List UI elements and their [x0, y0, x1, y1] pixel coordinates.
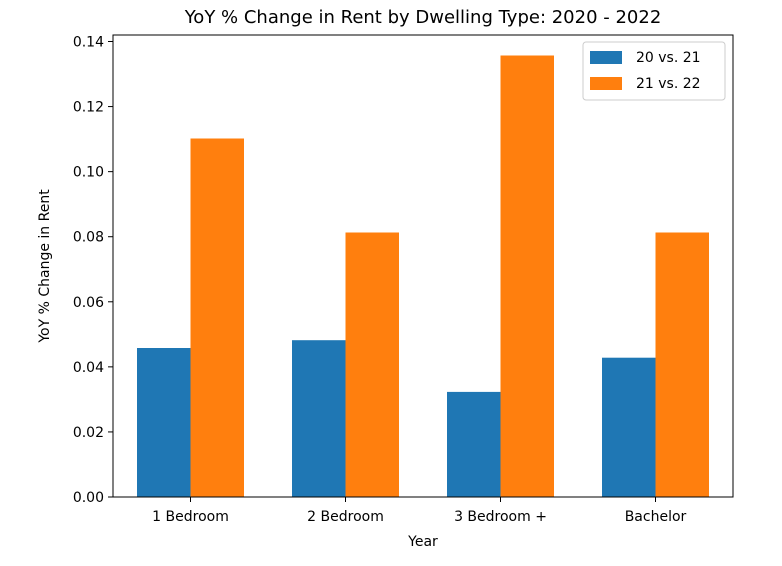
x-axis-label: Year [407, 534, 438, 550]
y-tick-label: 0.14 [73, 35, 104, 51]
y-tick-label: 0.04 [73, 360, 104, 376]
legend-label-series-2: 21 vs. 22 [636, 76, 701, 92]
y-axis-label: YoY % Change in Rent [37, 189, 53, 344]
bar-series-2-category-2 [345, 232, 399, 497]
y-tick-label: 0.00 [73, 490, 104, 506]
y-tick-label: 0.12 [73, 100, 104, 116]
y-tick-label: 0.10 [73, 165, 104, 181]
bars [137, 55, 709, 497]
plot-frame [112, 34, 734, 498]
bar-series-1-category-3 [447, 391, 501, 497]
legend: 20 vs. 21 21 vs. 22 [582, 41, 726, 101]
y-tick-label: 0.02 [73, 425, 104, 441]
bar-series-1-category-2 [292, 340, 346, 497]
bar-series-1-category-4 [602, 357, 656, 497]
bar-series-1-category-1 [137, 348, 191, 497]
legend-label-series-1: 20 vs. 21 [636, 50, 701, 66]
x-tick-label: Bachelor [625, 509, 687, 525]
legend-swatch-series-2 [590, 77, 622, 90]
y-tick-label: 0.06 [73, 295, 104, 311]
x-tick-label: 2 Bedroom [307, 509, 384, 525]
x-axis-ticks: 1 Bedroom 2 Bedroom 3 Bedroom + Bachelor [152, 497, 687, 525]
x-tick-label: 3 Bedroom + [454, 509, 547, 525]
bar-series-2-category-1 [190, 138, 244, 497]
y-tick-label: 0.08 [73, 230, 104, 246]
y-axis-ticks: 0.00 0.02 0.04 0.06 0.08 0.10 0.12 0.14 [73, 35, 113, 506]
chart-title: YoY % Change in Rent by Dwelling Type: 2… [184, 7, 662, 28]
x-tick-label: 1 Bedroom [152, 509, 229, 525]
legend-swatch-series-1 [590, 51, 622, 64]
bar-series-2-category-4 [655, 232, 709, 497]
bar-series-2-category-3 [500, 55, 554, 497]
